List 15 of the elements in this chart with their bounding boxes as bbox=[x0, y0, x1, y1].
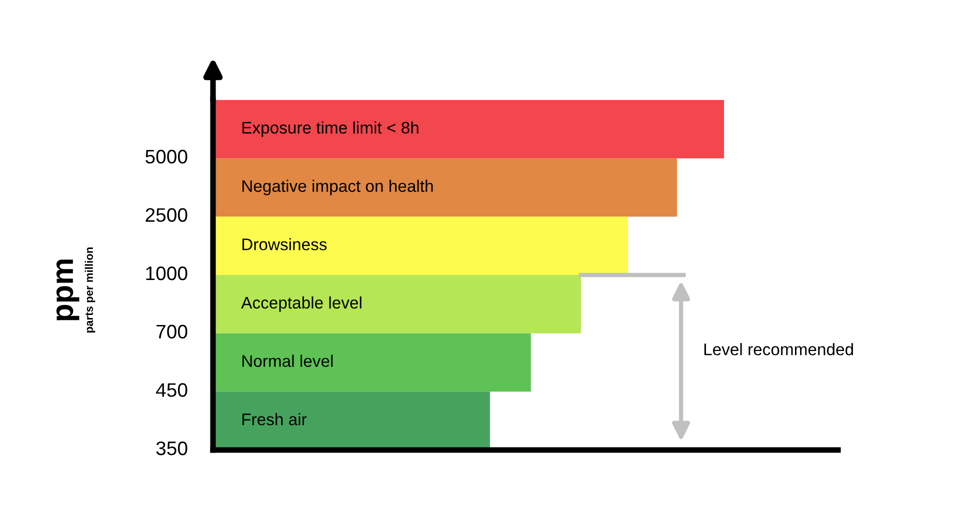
text: 450 bbox=[156, 383, 188, 397]
y-tick-label: Drowsiness bbox=[242, 238, 327, 250]
text: 350 bbox=[156, 441, 188, 456]
y-tick-label: Exposure time limit < 8h bbox=[242, 121, 418, 137]
text: 1000 bbox=[146, 266, 188, 280]
y-tick-label: Acceptable level bbox=[241, 296, 362, 312]
y-tick-label: Fresh air bbox=[242, 413, 307, 426]
text: 700 bbox=[156, 324, 188, 339]
y-tick-label: Negative impact on health bbox=[242, 180, 433, 196]
annotation: Level recommended bbox=[704, 343, 853, 356]
text: 5000 bbox=[146, 150, 188, 164]
text: parts per million bbox=[84, 247, 96, 332]
y-axis-title: ppm bbox=[56, 260, 80, 320]
text: 2500 bbox=[146, 208, 188, 222]
y-tick-label: Normal level bbox=[242, 354, 333, 367]
